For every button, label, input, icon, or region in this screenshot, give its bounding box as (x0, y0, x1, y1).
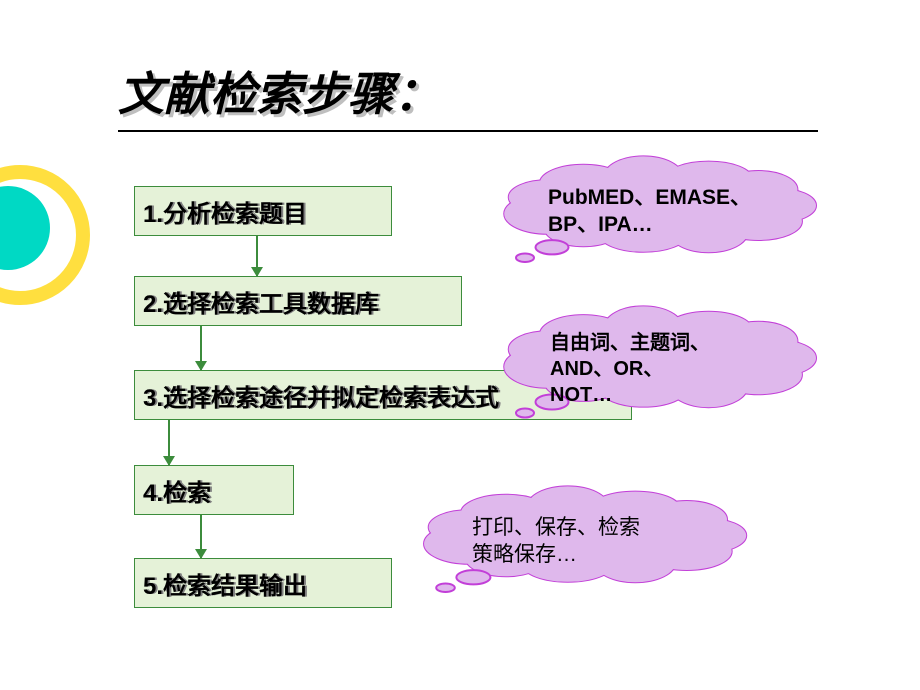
step-box-1: 1.分析检索题目1.分析检索题目 (134, 186, 392, 236)
step-label: 5.检索结果输出 (143, 566, 307, 601)
arrow-1 (256, 236, 258, 276)
step-box-4: 4.检索4.检索 (134, 465, 294, 515)
arrow-3 (168, 420, 170, 465)
title-text: 文献检索步骤： (118, 68, 440, 120)
step-box-2: 2.选择检索工具数据库2.选择检索工具数据库 (134, 276, 462, 326)
cloud-output-text: 打印、保存、检索策略保存… (472, 514, 640, 569)
step-label: 4.检索 (143, 473, 211, 508)
page-title: 文献检索步骤： 文献检索步骤： (118, 58, 440, 124)
cloud-operators-text: 自由词、主题词、AND、OR、NOT… (550, 330, 710, 408)
arrow-4 (200, 515, 202, 558)
arrowhead-icon (163, 456, 175, 466)
arrow-2 (200, 326, 202, 370)
step-label: 2.选择检索工具数据库 (143, 284, 379, 319)
cloud-databases-text: PubMED、EMASE、BP、IPA… (548, 184, 751, 239)
step-box-5: 5.检索结果输出5.检索结果输出 (134, 558, 392, 608)
arrowhead-icon (251, 267, 263, 277)
arrowhead-icon (195, 549, 207, 559)
title-underline (118, 130, 818, 132)
step-label: 3.选择检索途径并拟定检索表达式 (143, 378, 499, 413)
step-label: 1.分析检索题目 (143, 194, 307, 229)
arrowhead-icon (195, 361, 207, 371)
